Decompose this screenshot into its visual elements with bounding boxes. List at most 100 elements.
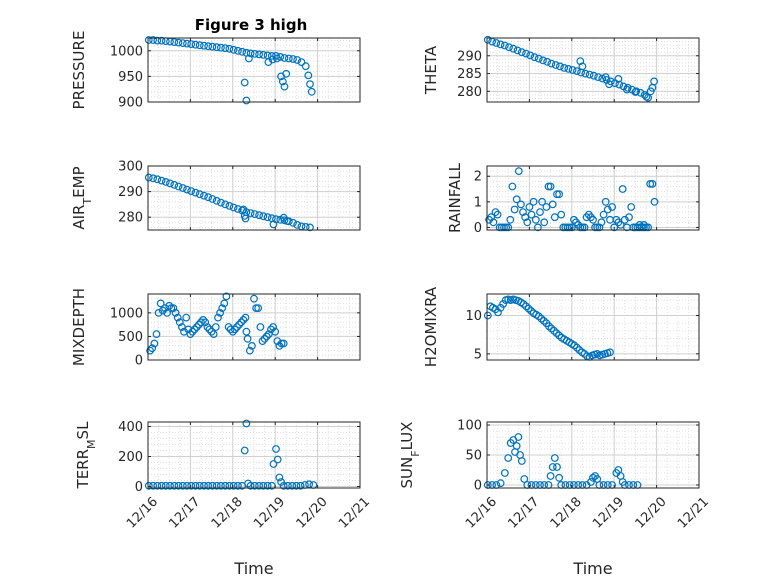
data-point [543,57,552,66]
data-point [228,327,237,336]
data-point [491,208,500,217]
y-tick-label: 0 [135,480,143,495]
data-point [293,220,302,229]
data-point [589,473,597,482]
data-point [594,73,602,81]
data-point [505,43,513,52]
axes-border [147,293,361,361]
data-point [195,481,204,490]
axes-panel-1: 900 950 1000 PRESSURE [70,31,361,111]
data-point [250,481,259,490]
data-point [242,327,251,336]
data-point [260,334,269,343]
data-point [546,182,555,191]
data-point [560,63,569,72]
data-point [220,299,229,308]
data-point [540,218,549,227]
y-tick-label: 300 [118,160,143,175]
data-point [283,217,292,225]
y-axis-label: SUNFLUX [398,422,422,489]
data-point [512,195,521,204]
data-point [263,481,272,490]
data-point [545,322,553,331]
y-tick-label: 0 [135,354,143,369]
data-point [259,212,268,221]
data-point [186,330,195,339]
data-point [618,185,627,193]
data-point [539,56,547,65]
data-point [183,185,191,194]
data-point [529,197,538,206]
data-point [519,208,527,217]
data-point [173,313,182,322]
data-point [568,66,577,74]
data-point [273,337,282,346]
data-point [237,318,246,327]
data-point [534,223,542,232]
data-point [487,213,496,222]
axes-panel-5: 0 500 1000 MIXDEPTH [70,288,361,369]
data-point [157,36,166,45]
data-point [242,419,251,428]
data-point [209,330,218,339]
data-point [574,220,583,229]
data-point [277,339,286,348]
data-point [307,87,316,96]
data-point [527,210,536,219]
data-point [174,38,183,47]
data-point [279,339,288,348]
data-point [153,481,162,490]
data-point [644,223,652,232]
data-point [595,223,604,232]
axes-border [147,421,361,489]
data-point [171,309,180,317]
y-tick-label: 900 [118,96,143,111]
y-axis-label: TERRMSL [74,421,98,490]
data-point [180,327,188,336]
y-tick-label: 10 [465,309,482,324]
data-point [523,218,532,227]
data-point [632,87,641,96]
axes-border [486,37,700,103]
data-point [493,210,502,219]
data-point [551,61,560,69]
y-tick-label: 500 [118,330,143,345]
data-point [195,41,204,50]
y-tick-label: 5 [474,347,482,362]
data-point [259,481,268,490]
y-axis-label: AIRTEMP [70,166,94,229]
data-point [264,330,273,339]
data-point [272,445,280,453]
data-point [250,50,259,58]
data-point [627,203,636,211]
data-point [244,479,253,488]
data-point [229,481,238,490]
data-point [599,210,608,219]
data-point [258,337,267,346]
data-point [170,38,179,46]
y-axis-label: H2OMIXRA [422,286,440,367]
data-point [640,220,648,229]
data-point [238,47,247,56]
data-point [521,213,530,222]
data-point [605,80,613,89]
y-tick-label: 1000 [110,44,143,59]
data-point [144,36,153,44]
data-point [262,332,271,341]
data-point [527,307,535,315]
data-point [578,223,587,232]
data-point [525,203,534,211]
data-point [567,223,576,232]
data-point [156,299,165,308]
axes-border [486,165,700,231]
data-point [546,472,555,480]
y-axis-label: MIXDEPTH [70,288,88,366]
data-point [615,80,624,89]
data-point [555,473,563,482]
data-point [204,481,213,490]
data-point [508,182,517,191]
data-point [233,481,242,490]
axes-panel-4: 0 1 2 RAINFALL [446,162,700,236]
data-point [496,40,505,49]
data-point [603,205,612,214]
